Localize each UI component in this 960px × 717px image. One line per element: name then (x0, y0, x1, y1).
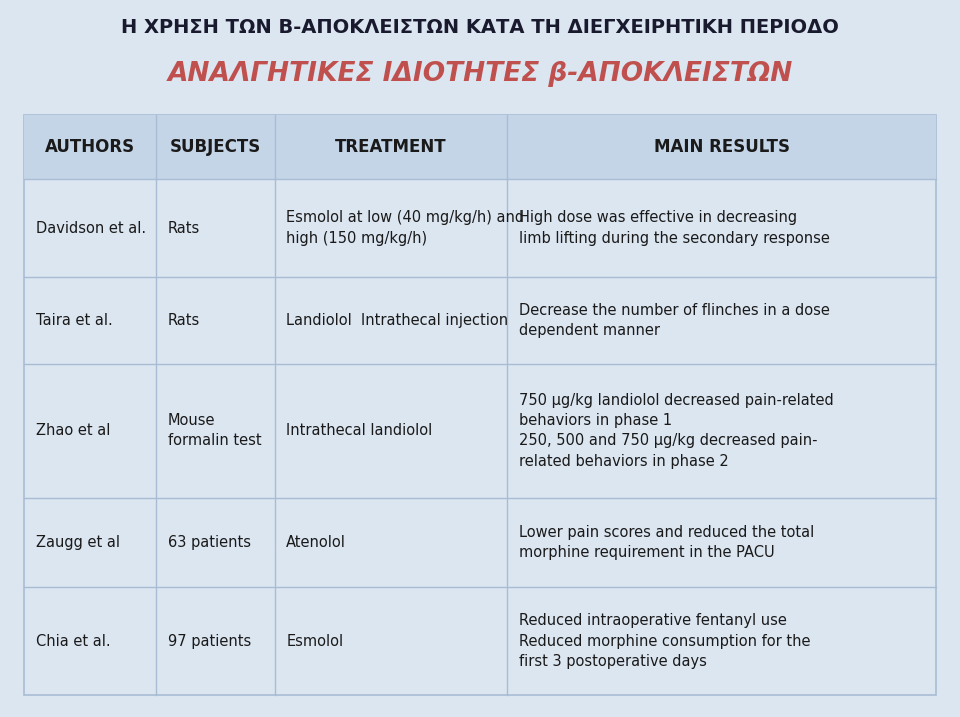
Text: 63 patients: 63 patients (168, 535, 251, 550)
Text: AUTHORS: AUTHORS (45, 138, 135, 156)
Text: Esmolol at low (40 mg/kg/h) and
high (150 mg/kg/h): Esmolol at low (40 mg/kg/h) and high (15… (286, 210, 524, 246)
Text: Zhao et al: Zhao et al (36, 423, 109, 438)
Text: 750 μg/kg landiolol decreased pain-related
behaviors in phase 1
250, 500 and 750: 750 μg/kg landiolol decreased pain-relat… (518, 392, 833, 469)
Text: Rats: Rats (168, 221, 200, 235)
Text: Chia et al.: Chia et al. (36, 634, 110, 649)
Text: ΑΝΑΛΓΗΤΙΚΕΣ ΙΔΙΟΤΗΤΕΣ β-ΑΠΟΚΛΕΙΣΤΩΝ: ΑΝΑΛΓΗΤΙΚΕΣ ΙΔΙΟΤΗΤΕΣ β-ΑΠΟΚΛΕΙΣΤΩΝ (167, 61, 793, 87)
Bar (24, 115, 936, 179)
Text: High dose was effective in decreasing
limb lifting during the secondary response: High dose was effective in decreasing li… (518, 210, 829, 246)
Text: Atenolol: Atenolol (286, 535, 347, 550)
Text: Landiolol  Intrathecal injection: Landiolol Intrathecal injection (286, 313, 509, 328)
Text: Rats: Rats (168, 313, 200, 328)
Text: Taira et al.: Taira et al. (36, 313, 112, 328)
Text: Davidson et al.: Davidson et al. (36, 221, 146, 235)
Bar (24, 115, 936, 695)
Text: Decrease the number of flinches in a dose
dependent manner: Decrease the number of flinches in a dos… (518, 303, 829, 338)
Text: SUBJECTS: SUBJECTS (170, 138, 261, 156)
Text: 97 patients: 97 patients (168, 634, 251, 649)
Text: Zaugg et al: Zaugg et al (36, 535, 120, 550)
Text: MAIN RESULTS: MAIN RESULTS (654, 138, 790, 156)
Text: TREATMENT: TREATMENT (335, 138, 447, 156)
Text: Esmolol: Esmolol (286, 634, 344, 649)
Text: Mouse
formalin test: Mouse formalin test (168, 413, 261, 448)
Text: Lower pain scores and reduced the total
morphine requirement in the PACU: Lower pain scores and reduced the total … (518, 525, 814, 560)
Text: Intrathecal landiolol: Intrathecal landiolol (286, 423, 433, 438)
Text: Η ΧΡΗΣΗ ΤΩΝ Β-ΑΠΟΚΛΕΙΣΤΩΝ ΚΑΤΑ ΤΗ ΔΙΕΓΧΕΙΡΗΤΙΚΗ ΠΕΡΙΟΔΟ: Η ΧΡΗΣΗ ΤΩΝ Β-ΑΠΟΚΛΕΙΣΤΩΝ ΚΑΤΑ ΤΗ ΔΙΕΓΧΕ… (121, 18, 839, 37)
Text: Reduced intraoperative fentanyl use
Reduced morphine consumption for the
first 3: Reduced intraoperative fentanyl use Redu… (518, 613, 810, 669)
